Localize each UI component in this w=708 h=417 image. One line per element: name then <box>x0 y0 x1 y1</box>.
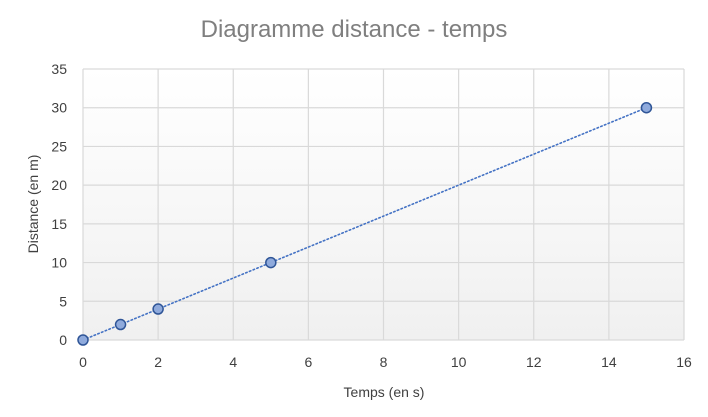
y-tick-label: 20 <box>51 177 67 193</box>
x-tick-label: 16 <box>676 354 692 370</box>
y-tick-label: 0 <box>59 332 67 348</box>
trendline-layer <box>82 106 648 341</box>
data-point <box>114 318 127 331</box>
data-point <box>640 101 653 114</box>
trendline <box>82 106 648 341</box>
x-tick-label: 8 <box>380 354 388 370</box>
chart-title: Diagramme distance - temps <box>201 16 508 43</box>
data-point <box>77 334 89 346</box>
x-tick-label: 4 <box>229 354 237 370</box>
y-tick-label: 25 <box>51 138 67 154</box>
x-tick-label: 12 <box>526 354 542 370</box>
data-point <box>152 303 164 315</box>
tick-labels: 0 5 10 15 20 25 30 35 0 2 4 6 8 10 12 14 16 <box>51 61 692 370</box>
x-tick-label: 14 <box>601 354 617 370</box>
x-tick-label: 0 <box>79 354 87 370</box>
x-axis-label: Temps (en s) <box>344 384 425 400</box>
y-tick-label: 15 <box>51 216 67 232</box>
y-tick-label: 5 <box>59 293 67 309</box>
x-tick-label: 2 <box>154 354 162 370</box>
y-tick-label: 30 <box>51 100 67 116</box>
grid-lines <box>82 68 685 341</box>
x-tick-label: 6 <box>304 354 312 370</box>
data-point <box>265 256 277 269</box>
data-points <box>77 101 653 346</box>
y-tick-label: 10 <box>51 255 67 271</box>
x-tick-label: 10 <box>451 354 467 370</box>
y-tick-label: 35 <box>51 61 67 77</box>
y-axis-label: Distance (en m) <box>25 155 41 254</box>
